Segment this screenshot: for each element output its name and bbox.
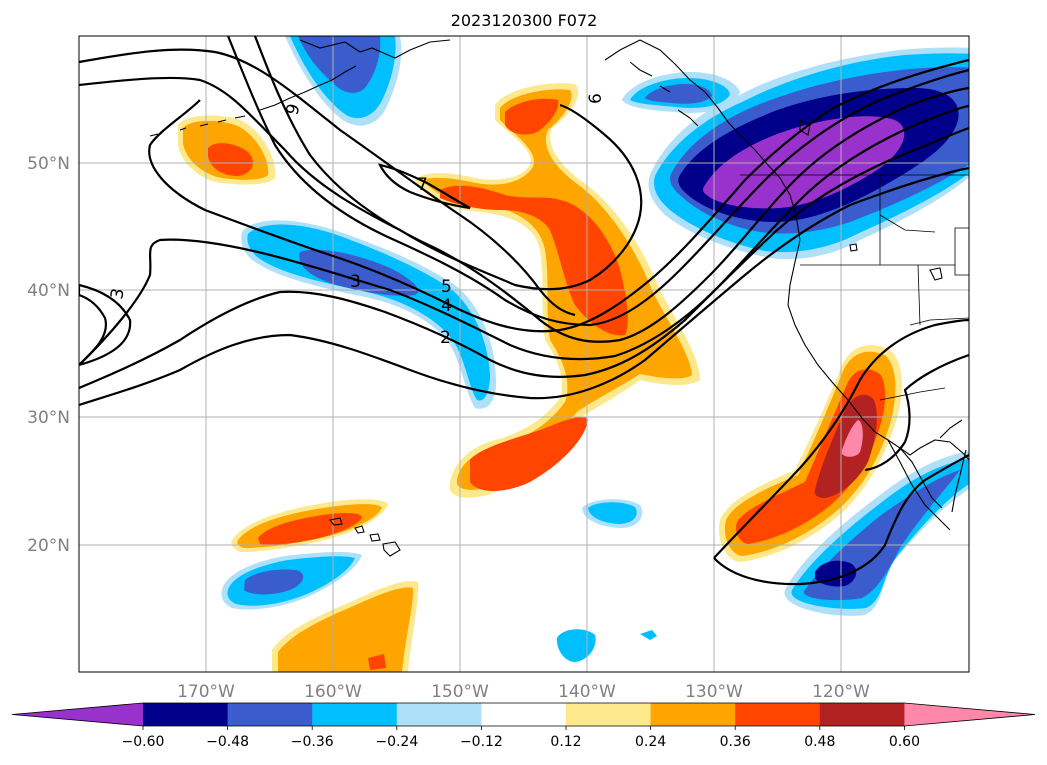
colorbar-tick-label: 0.60 <box>889 734 920 750</box>
contour-labels: 9 7 6 5 4 3 3 2 <box>107 93 606 348</box>
alaska-neg-shade-3 <box>298 36 381 93</box>
lon-label: 160°W <box>304 682 362 702</box>
colorbar-swatch <box>396 703 482 726</box>
colorbar-swatch <box>819 703 905 726</box>
contour-2 <box>79 104 969 366</box>
colorbar-swatch <box>735 703 821 726</box>
hawaii-neg-shade-3 <box>244 569 304 595</box>
south-pos-shade-2 <box>278 587 414 672</box>
contour-label: 7 <box>417 175 428 195</box>
contour-label: 5 <box>441 277 452 297</box>
contour-6 <box>148 58 969 333</box>
coastlines <box>149 39 969 557</box>
lat-label: 20°N <box>27 536 70 556</box>
graticule <box>79 36 969 672</box>
colorbar-tick-label: 0.12 <box>550 734 581 750</box>
contour-label: 6 <box>586 93 606 104</box>
longitude-labels: 170°W 160°W 150°W 140°W 130°W 120°W <box>177 682 870 702</box>
contour-outer-b <box>79 126 969 390</box>
contour-sw-ridge <box>713 318 969 559</box>
contour-outer-a <box>79 76 643 291</box>
colorbar-tick-label: 0.48 <box>804 734 835 750</box>
colorbar-swatch <box>312 703 398 726</box>
colorbar-tick-label: −0.36 <box>291 734 334 750</box>
small-neg-shade-c <box>640 630 657 640</box>
small-neg-shade-a2 <box>588 502 637 524</box>
colorbar-tick-label: −0.24 <box>375 734 418 750</box>
latitude-labels: 50°N 40°N 30°N 20°N <box>27 154 70 556</box>
colorbar-swatch <box>227 703 313 726</box>
contour-7 <box>378 163 471 210</box>
goa-neg-shade-3 <box>645 84 712 104</box>
cal-pos-shade-5 <box>842 420 863 457</box>
lon-label: 140°W <box>558 682 616 702</box>
nwp-pos-shade-3 <box>208 143 253 176</box>
cpac-neg-shade-3 <box>299 249 419 296</box>
lon-label: 150°W <box>431 682 489 702</box>
contour-label: 3 <box>107 287 129 301</box>
lon-label: 130°W <box>685 682 743 702</box>
hawaii-pos-shade-3 <box>258 513 362 545</box>
colorbar-extend-low <box>12 703 143 726</box>
colorbar-swatch <box>481 703 567 726</box>
height-contours <box>79 36 969 586</box>
map-frame <box>78 35 970 673</box>
mid-pos-shade-4 <box>440 185 628 336</box>
colorbar-tick-label: 0.36 <box>720 734 751 750</box>
lon-label: 120°W <box>812 682 870 702</box>
colorbar-swatch <box>143 703 229 726</box>
small-neg-shade-b <box>556 629 596 662</box>
colorbar: −0.60 −0.48 −0.36 −0.24 −0.12 0.12 0.24 0.36 0.4… <box>11 702 1036 750</box>
colorbar-tick-label: −0.48 <box>206 734 249 750</box>
contour-baja-loop <box>864 353 969 472</box>
contour-label: 9 <box>283 102 305 118</box>
contour-4 <box>253 36 969 343</box>
lat-label: 40°N <box>27 281 70 301</box>
contour-label: 4 <box>441 296 452 316</box>
lat-label: 50°N <box>27 154 70 174</box>
contour-outer-c <box>79 166 969 407</box>
map-content: 9 7 6 5 4 3 3 2 <box>79 36 969 672</box>
colorbar-swatch <box>650 703 736 726</box>
neg-shade-level5 <box>703 116 905 209</box>
south-pos-shade-3 <box>368 654 386 670</box>
mid-pos-shade-3 <box>505 98 559 135</box>
contour-5 <box>226 36 969 327</box>
contour-label: 3 <box>350 272 361 292</box>
lon-label: 170°W <box>177 682 235 702</box>
mid-pos-shade-5 <box>470 416 588 491</box>
colorbar-tick-label: −0.12 <box>460 734 503 750</box>
map-title: 2023120300 F072 <box>451 11 598 30</box>
colorbar-extend-high <box>904 703 1035 726</box>
colorbar-tick-label: −0.60 <box>122 734 165 750</box>
colorbar-tick-label: 0.24 <box>635 734 666 750</box>
colorbar-swatch <box>566 703 652 726</box>
lat-label: 30°N <box>27 408 70 428</box>
contour-label: 2 <box>440 328 451 348</box>
contour-subtropical <box>713 454 969 586</box>
